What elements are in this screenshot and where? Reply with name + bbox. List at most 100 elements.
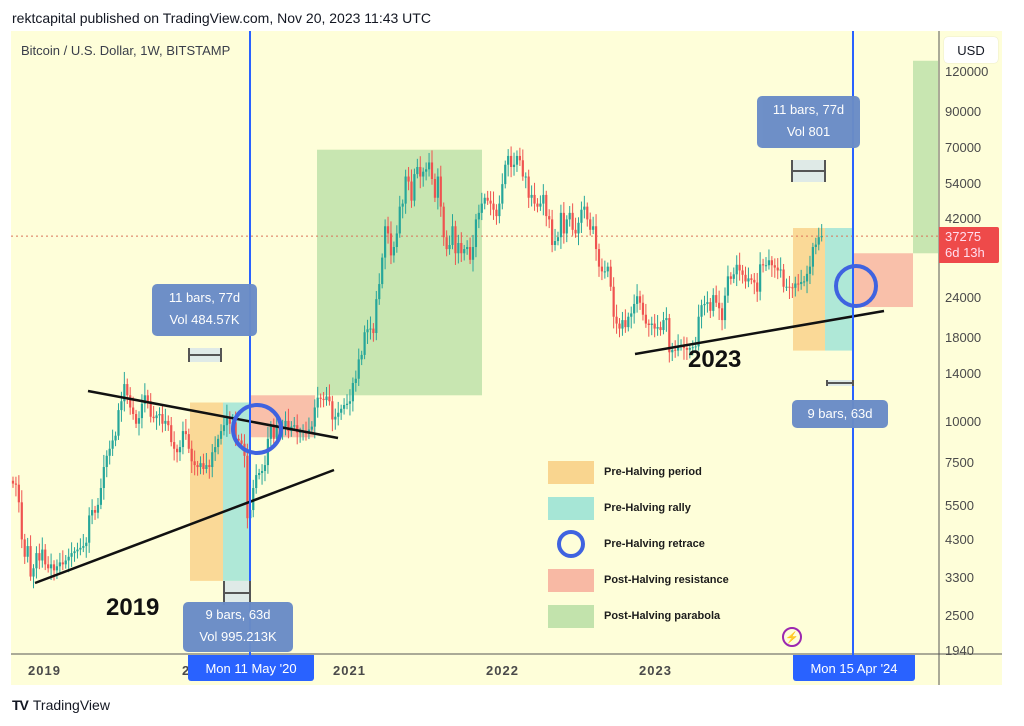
candle-body	[741, 270, 744, 275]
candle-body	[284, 420, 287, 427]
candle-body	[732, 274, 735, 279]
candle-body	[515, 155, 519, 165]
measure-tooltip-2024-top: 11 bars, 77d Vol 801	[757, 96, 860, 148]
candle-body	[41, 549, 44, 561]
candle-body	[401, 203, 404, 207]
candle-body	[776, 267, 779, 271]
color-swatch	[548, 460, 594, 484]
candle-body	[770, 260, 773, 266]
candle-body	[70, 553, 73, 557]
candle-body	[422, 171, 425, 177]
candle-body	[457, 243, 460, 254]
candle-body	[674, 349, 677, 351]
candle-body	[11, 480, 15, 484]
time-tick-label: 2023	[639, 663, 672, 678]
candle-body	[313, 407, 316, 427]
candle-body	[208, 465, 211, 468]
candle-body	[797, 283, 800, 285]
candle-body	[214, 447, 217, 453]
candle-body	[140, 403, 144, 419]
candle-body	[134, 414, 138, 424]
candle-body	[275, 425, 278, 439]
candle-body	[633, 303, 636, 314]
candle-body	[451, 226, 454, 246]
candle-body	[178, 447, 182, 453]
candle-body	[430, 162, 434, 180]
candle-body	[536, 203, 539, 207]
candle-body	[228, 416, 231, 424]
candle-body	[671, 349, 674, 353]
candle-body	[448, 245, 451, 250]
price-tick-label: 90000	[945, 104, 982, 119]
candle-body	[665, 318, 668, 321]
candle-body	[52, 564, 56, 571]
candle-body	[117, 410, 120, 436]
candle-body	[718, 302, 721, 309]
candle-body	[706, 302, 709, 304]
candle-body	[677, 346, 680, 351]
candle-body	[788, 286, 791, 288]
candle-body	[173, 442, 176, 449]
candle-body	[442, 206, 445, 238]
candle-body	[624, 320, 627, 328]
candle-body	[410, 181, 413, 201]
candle-body	[744, 274, 747, 282]
candle-body	[433, 179, 437, 198]
candle-body	[102, 467, 105, 489]
candle-body	[47, 564, 50, 569]
symbol-title: Bitcoin / U.S. Dollar, 1W, BITSTAMP	[21, 43, 231, 58]
candle-body	[398, 206, 401, 234]
legend: Pre-Halving period Pre-Halving rally Pre-H…	[548, 454, 729, 634]
candle-body	[521, 160, 524, 177]
price-tick-label: 10000	[945, 414, 982, 429]
candle-body	[325, 396, 328, 401]
time-tick-label: 2	[182, 663, 191, 678]
candle-body	[425, 169, 428, 172]
bar-countdown: 6d 13h	[945, 245, 985, 260]
shaded-region	[825, 228, 853, 351]
legend-item: Pre-Halving period	[548, 454, 729, 490]
candle-body	[184, 431, 187, 435]
candle-body	[545, 194, 548, 217]
candle-body	[594, 226, 598, 250]
candle-body	[756, 282, 759, 292]
candle-body	[58, 562, 61, 567]
candle-body	[759, 264, 762, 292]
candle-body	[785, 286, 788, 288]
legend-label: Pre-Halving period	[604, 466, 702, 478]
candle-body	[331, 401, 334, 420]
candle-body	[217, 438, 220, 448]
candle-body	[668, 318, 671, 353]
candle-body	[524, 176, 527, 178]
candle-body	[568, 212, 571, 220]
time-tick-label: 2022	[486, 663, 519, 678]
candle-body	[460, 243, 463, 254]
candle-body	[697, 316, 700, 347]
candle-body	[170, 425, 173, 443]
candle-body	[656, 327, 659, 329]
color-swatch	[548, 496, 594, 520]
candle-body	[747, 278, 750, 282]
footer: TV TradingView	[12, 697, 110, 713]
legend-label: Post-Halving resistance	[604, 574, 729, 586]
candle-body	[615, 316, 618, 324]
price-tick-label: 14000	[945, 366, 982, 381]
lightning-icon[interactable]: ⚡	[782, 627, 802, 647]
candle-body	[205, 465, 208, 469]
tradingview-logo-icon: TV	[12, 697, 29, 713]
candle-body	[723, 295, 727, 321]
candle-body	[709, 302, 712, 311]
candle-body	[129, 395, 132, 408]
candle-body	[650, 323, 653, 325]
candle-body	[630, 313, 633, 317]
tooltip-volume: Vol 801	[786, 124, 831, 139]
candle-body	[363, 332, 366, 355]
candle-body	[82, 546, 85, 548]
candle-body	[814, 244, 817, 248]
candle-body	[720, 308, 724, 321]
trendline	[87, 389, 339, 440]
color-swatch	[548, 604, 594, 628]
currency-button[interactable]: USD	[944, 37, 998, 63]
candle-body	[715, 295, 718, 303]
